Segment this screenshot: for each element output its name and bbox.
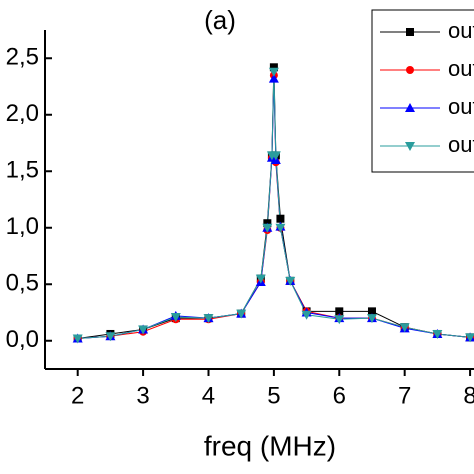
legend-marker: [406, 66, 414, 74]
x-tick-label: 7: [398, 382, 411, 409]
marker: [262, 223, 273, 233]
marker: [335, 307, 344, 316]
marker: [268, 73, 279, 83]
marker: [236, 309, 247, 319]
marker: [203, 314, 214, 324]
x-tick-label: 8: [463, 382, 474, 409]
x-tick-label: 5: [267, 382, 280, 409]
legend-label: out1: [448, 18, 474, 43]
x-tick-label: 6: [333, 382, 346, 409]
marker: [301, 310, 312, 320]
legend-marker: [405, 103, 415, 112]
legend-label: out3: [448, 94, 474, 119]
marker: [255, 274, 266, 284]
marker: [170, 313, 181, 323]
marker: [276, 214, 285, 223]
y-tick-label: 2,5: [6, 44, 39, 71]
legend-box: [371, 9, 474, 173]
legend-marker: [406, 28, 414, 36]
chart-title: (a): [204, 5, 236, 35]
marker: [367, 307, 376, 316]
marker: [270, 151, 281, 161]
x-tick-label: 3: [136, 382, 149, 409]
marker: [105, 332, 116, 342]
marker: [432, 329, 443, 339]
marker: [138, 325, 149, 335]
marker: [269, 63, 278, 72]
marker: [268, 67, 279, 77]
y-tick-label: 0,0: [6, 326, 39, 353]
marker: [399, 323, 410, 333]
marker: [334, 315, 345, 325]
legend-label: out4: [448, 132, 474, 157]
x-tick-label: 4: [202, 382, 215, 409]
legend-label: out2: [448, 56, 474, 81]
y-tick-label: 1,5: [6, 157, 39, 184]
marker: [366, 314, 377, 324]
x-axis-label: freq (MHz): [204, 430, 336, 461]
marker: [465, 333, 474, 343]
y-tick-label: 1,0: [6, 213, 39, 240]
marker: [275, 223, 286, 233]
y-tick-label: 2,0: [6, 100, 39, 127]
x-tick-label: 2: [71, 382, 84, 409]
marker: [285, 276, 296, 286]
legend-marker: [405, 142, 415, 151]
marker: [72, 334, 83, 344]
y-tick-label: 0,5: [6, 270, 39, 297]
